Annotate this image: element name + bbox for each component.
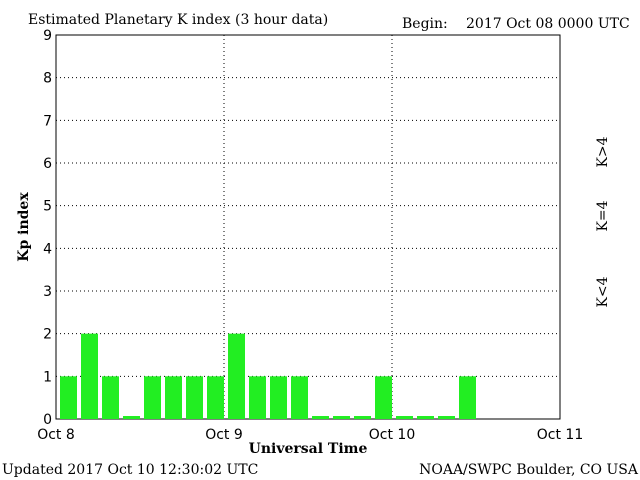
kp-bar — [186, 376, 203, 419]
y-tick-label: 3 — [43, 284, 52, 300]
kp-bar — [249, 376, 266, 419]
y-tick-label: 7 — [43, 113, 52, 129]
x-tick-label: Oct 10 — [369, 427, 415, 443]
kp-bar — [165, 376, 182, 419]
plot-area — [55, 34, 561, 420]
y-tick-labels: 0 1 2 3 4 5 6 7 8 9 — [43, 28, 52, 428]
kp-bar — [459, 376, 476, 419]
y-tick-label: 4 — [43, 241, 52, 257]
grid-lines — [56, 35, 560, 419]
y-tick-label: 5 — [43, 199, 52, 215]
y-tick-label: 1 — [43, 369, 52, 385]
kp-bar — [375, 376, 392, 419]
kp-bar — [102, 376, 119, 419]
kp-bar — [291, 376, 308, 419]
legend-k-less-4: K<4 — [595, 276, 611, 307]
begin-value: 2017 Oct 08 0000 UTC — [466, 16, 630, 32]
x-tick-label: Oct 8 — [37, 427, 75, 443]
kp-bar — [333, 416, 350, 419]
kp-bar — [81, 333, 98, 419]
begin-label: Begin: — [402, 16, 448, 32]
y-tick-label: 6 — [43, 156, 52, 172]
bar-series — [60, 333, 476, 419]
x-axis-label: Universal Time — [249, 441, 368, 457]
kp-bar — [207, 376, 224, 419]
kp-bar — [144, 376, 161, 419]
legend-k-greater-4: K>4 — [595, 136, 611, 167]
x-tick-label: Oct 11 — [537, 427, 583, 443]
kp-bar — [417, 416, 434, 419]
y-tick-label: 0 — [43, 412, 52, 428]
kp-bar — [123, 416, 140, 419]
legend-k-equal-4: K=4 — [595, 200, 611, 231]
kp-bar — [270, 376, 287, 419]
kp-bar — [438, 416, 455, 419]
x-tick-label: Oct 9 — [205, 427, 243, 443]
kp-bar — [312, 416, 329, 419]
kp-bar — [354, 416, 371, 419]
chart-title: Estimated Planetary K index (3 hour data… — [28, 12, 328, 28]
credit-text: NOAA/SWPC Boulder, CO USA — [419, 462, 639, 478]
y-tick-label: 2 — [43, 327, 52, 343]
y-tick-label: 9 — [43, 28, 52, 44]
x-tick-labels: Oct 8 Oct 9 Oct 10 Oct 11 — [37, 427, 583, 443]
y-axis-label: Kp index — [16, 192, 32, 262]
kp-bar — [60, 376, 77, 419]
kp-bar — [396, 416, 413, 419]
y-tick-label: 8 — [43, 71, 52, 87]
updated-timestamp: Updated 2017 Oct 10 12:30:02 UTC — [2, 462, 258, 478]
kp-bar — [228, 333, 245, 419]
